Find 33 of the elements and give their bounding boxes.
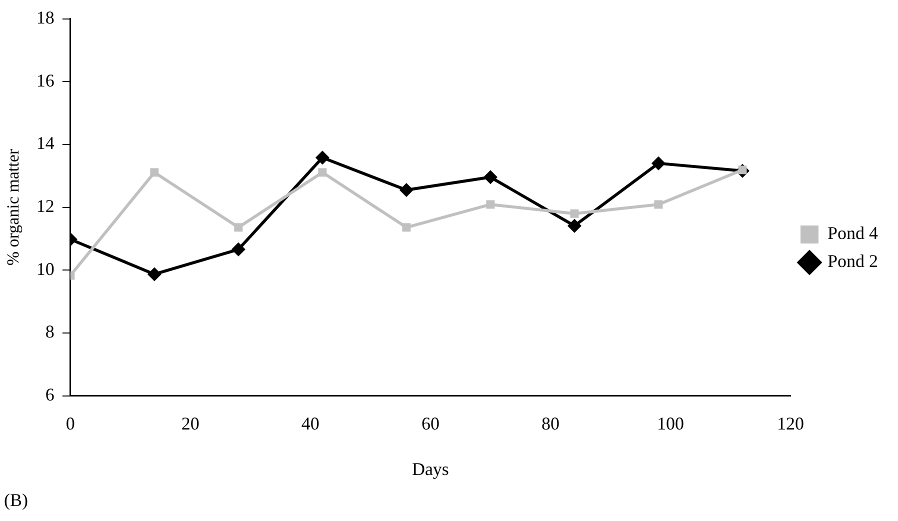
point (567, 218, 582, 233)
x-axis-title: Days (412, 458, 449, 479)
y-tick-label: 8 (45, 322, 54, 342)
legend-label: Pond 4 (827, 223, 878, 244)
y-tick-label: 18 (36, 8, 54, 28)
legend-label: Pond 2 (827, 251, 878, 272)
point (483, 170, 498, 184)
point (570, 209, 579, 218)
point (486, 200, 495, 209)
point (651, 156, 666, 170)
point (234, 223, 243, 232)
point (150, 168, 159, 177)
x-tick-label: 100 (656, 413, 684, 434)
point (231, 242, 246, 256)
x-tick-label: 80 (541, 413, 560, 434)
x-tick-label: 60 (421, 413, 440, 434)
x-tick-label: 0 (66, 413, 75, 434)
point (654, 200, 663, 209)
y-tick-label: 14 (36, 133, 54, 154)
x-tick-label: 120 (776, 413, 804, 434)
point (147, 267, 162, 282)
text: (B) (4, 490, 28, 511)
point (399, 183, 414, 198)
y-tick-label: 6 (45, 384, 54, 405)
point (318, 168, 327, 177)
point (315, 150, 330, 165)
y-tick-label: 16 (36, 70, 54, 90)
x-tick-label: 20 (181, 413, 200, 434)
y-axis-title: % organic matter (4, 148, 23, 266)
point (402, 223, 411, 232)
y-tick-label: 10 (36, 258, 54, 279)
y-tick-label: 12 (36, 196, 54, 216)
x-tick-label: 40 (301, 413, 320, 434)
